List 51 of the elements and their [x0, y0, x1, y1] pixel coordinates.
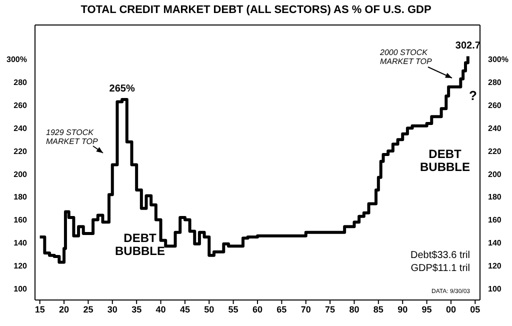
y2-tick-label: 240 — [488, 124, 502, 133]
x-tick-label: 90 — [398, 304, 408, 314]
y2-tick-label: 200 — [488, 170, 502, 179]
x-tick-label: 45 — [180, 304, 190, 314]
annotation: GDP$11.1 tril — [410, 263, 470, 274]
y2-tick-label: 160 — [488, 216, 502, 225]
x-tick-label: 35 — [132, 304, 142, 314]
annotation: Debt$33.6 tril — [410, 250, 470, 261]
y-tick-label: 140 — [14, 238, 28, 248]
y2-tick-label: 300% — [488, 55, 508, 64]
y2-tick-label: 220 — [488, 146, 502, 156]
x-tick-label: 30 — [107, 304, 118, 314]
x-tick-label: 95 — [422, 304, 432, 314]
y-tick-label: 180 — [14, 192, 28, 202]
annotation: ? — [469, 88, 478, 103]
x-tick-label: 85 — [373, 304, 384, 314]
annotation: 1929 STOCK MARKET TOP — [46, 128, 99, 146]
y-tick-label: 160 — [14, 216, 28, 225]
x-tick-label: 40 — [156, 304, 166, 314]
x-tick-label: 05 — [470, 304, 480, 314]
x-tick-label: 55 — [228, 304, 238, 314]
x-tick-label: 75 — [325, 304, 336, 314]
y2-tick-label: 100 — [488, 284, 502, 294]
x-tick-label: 20 — [59, 304, 70, 314]
x-tick-label: 65 — [276, 304, 287, 314]
y-tick-label: 300% — [6, 55, 27, 64]
x-tick-label: 15 — [34, 304, 45, 314]
annotation: DEBT BUBBLE — [420, 147, 470, 174]
x-tick-label: 80 — [349, 304, 360, 314]
x-tick-label: 25 — [83, 304, 94, 314]
y2-tick-label: 120 — [488, 261, 502, 270]
y2-tick-label: 180 — [488, 192, 502, 202]
y-tick-label: 220 — [14, 146, 28, 156]
annotation: 2000 STOCK MARKET TOP — [379, 48, 433, 66]
y2-tick-label: 140 — [488, 238, 502, 248]
y2-tick-label: 260 — [488, 101, 502, 110]
annotation: 302.7 — [455, 40, 481, 52]
x-tick-label: 50 — [204, 304, 214, 314]
y-tick-label: 120 — [14, 261, 28, 270]
annotation: 265% — [109, 83, 135, 94]
x-tick-label: 00 — [446, 304, 456, 314]
y-tick-label: 260 — [14, 101, 28, 110]
x-tick-label: 70 — [300, 304, 311, 314]
chart-title: TOTAL CREDIT MARKET DEBT (ALL SECTORS) AS % OF U.S. GDP — [80, 4, 432, 16]
y-tick-label: 280 — [14, 78, 28, 88]
y-tick-label: 100 — [14, 284, 28, 294]
annotation: DEBT BUBBLE — [115, 231, 165, 258]
y-tick-label: 240 — [14, 124, 28, 133]
y-tick-label: 200 — [14, 170, 28, 179]
y2-tick-label: 280 — [488, 78, 502, 88]
x-tick-label: 60 — [252, 304, 263, 314]
